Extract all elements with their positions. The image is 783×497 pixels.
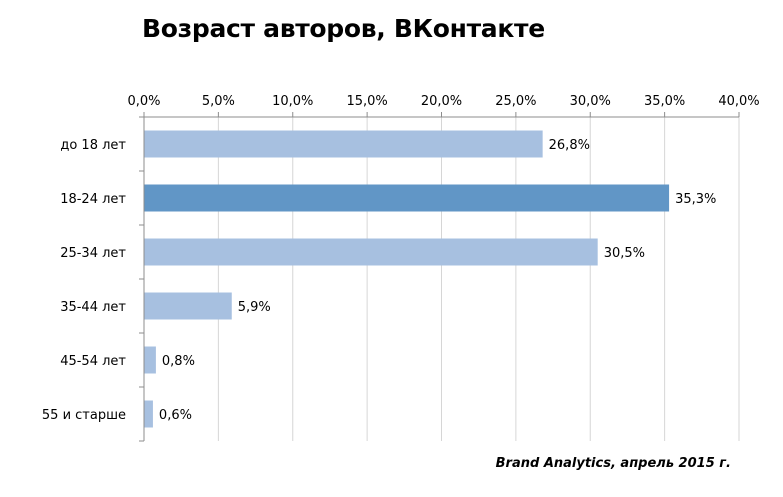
x-tick-label: 35,0%: [644, 94, 685, 109]
x-tick-label: 25,0%: [495, 94, 536, 109]
chart-title: Возраст авторов, ВКонтакте: [142, 14, 545, 43]
x-tick-label: 30,0%: [570, 94, 611, 109]
x-tick-label: 15,0%: [346, 94, 387, 109]
bar: [144, 292, 232, 320]
bars: [144, 130, 670, 428]
bar: [144, 346, 156, 374]
data-label: 26,8%: [549, 138, 590, 153]
axes: [139, 112, 740, 442]
x-tick-label: 10,0%: [272, 94, 313, 109]
data-label: 0,8%: [162, 354, 195, 369]
labels: 0,0% 5,0% 10,0% 15,0% 20,0% 25,0% 30,0% 35,0% 40…: [42, 94, 760, 423]
bar: [144, 238, 598, 266]
bar: [144, 130, 543, 158]
category-label: 25-34 лет: [60, 246, 126, 261]
data-label: 5,9%: [238, 300, 271, 315]
category-label: до 18 лет: [60, 138, 126, 153]
bar: [144, 184, 670, 212]
category-label: 18-24 лет: [60, 192, 126, 207]
data-label: 30,5%: [604, 246, 645, 261]
x-tick-label: 20,0%: [421, 94, 462, 109]
grid-lines: [217, 117, 740, 441]
x-tick-label: 5,0%: [202, 94, 235, 109]
data-label: 35,3%: [675, 192, 716, 207]
data-label: 0,6%: [159, 408, 192, 423]
category-label: 45-54 лет: [60, 354, 126, 369]
category-label: 35-44 лет: [60, 300, 126, 315]
x-tick-label: 0,0%: [127, 94, 160, 109]
x-tick-label: 40,0%: [718, 94, 759, 109]
bar: [144, 400, 153, 428]
category-label: 55 и старше: [42, 408, 126, 423]
source-note: Brand Analytics, апрель 2015 г.: [495, 456, 731, 471]
